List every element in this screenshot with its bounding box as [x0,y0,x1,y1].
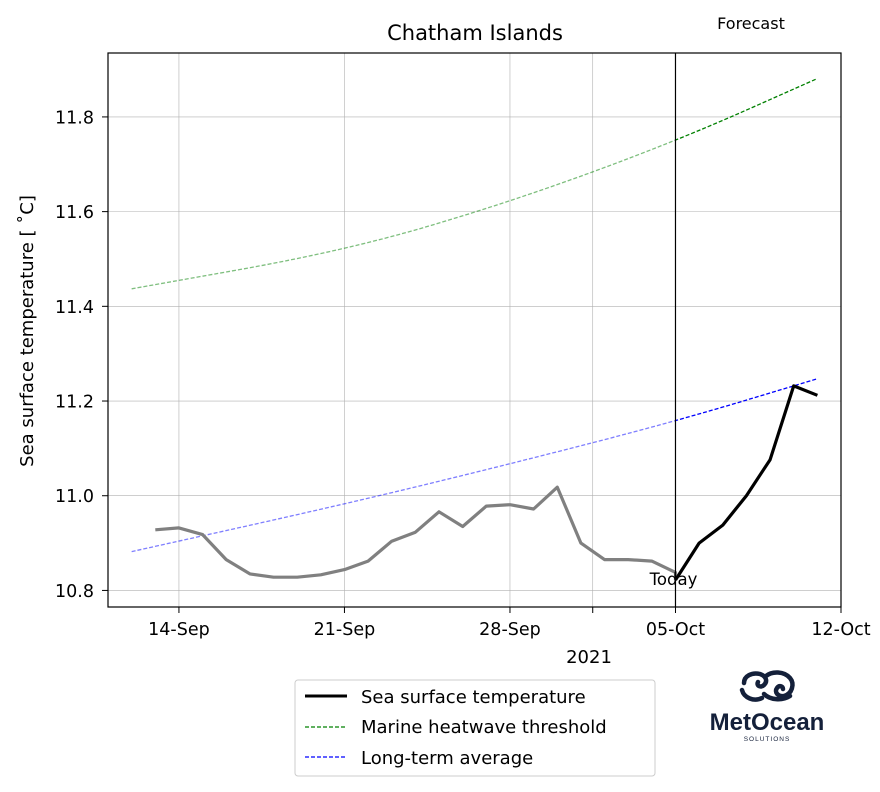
forecast-label: Forecast [717,14,785,33]
y-tick-label: 11.2 [55,393,94,413]
x-tick-label: 05-Oct [646,620,705,640]
y-tick-label: 11.4 [55,298,94,318]
metocean-wave-icon [739,670,795,702]
x-tick-label: 28-Sep [479,620,541,640]
average-line-past [131,419,676,553]
legend-label-threshold: Marine heatwave threshold [361,717,607,738]
sst-observed-line [155,485,678,580]
today-label: Today [649,570,698,589]
grid-lines [108,53,842,607]
axes-layer [102,52,842,613]
legend-frame [294,679,656,777]
x-tick-label: 12-Oct [811,620,870,640]
x-tick-label: 21-Sep [314,620,376,640]
legend-label-average: Long-term average [361,748,533,769]
y-tick-label: 11.6 [55,203,94,223]
legend-label-sst: Sea surface temperature [361,687,586,708]
average-line-forecast [675,378,818,422]
threshold-line-past [131,139,676,290]
chart-title: Chatham Islands [387,21,563,45]
legend: Sea surface temperature Marine heatwave … [294,679,656,777]
y-tick-label: 11.8 [55,108,94,128]
logo-wordmark: MetOcean [710,709,825,736]
plot-frame [107,52,842,608]
y-axis-label: Sea surface temperature [ ˚C] [17,195,38,467]
x-axis-label: 2021 [566,647,612,668]
series-layer [131,53,818,607]
y-tick-label: 11.0 [55,487,94,507]
sst-forecast-line [674,384,818,581]
threshold-line-forecast [675,77,818,141]
y-tick-label: 10.8 [55,582,94,602]
tick-labels: 14-Sep 21-Sep 28-Sep 05-Oct 12-Oct 10.8 11.0 11… [55,108,871,640]
x-tick-label: 14-Sep [148,620,210,640]
metocean-logo: MetOcean SOLUTIONS [710,670,825,743]
logo-tagline: SOLUTIONS [744,736,791,743]
